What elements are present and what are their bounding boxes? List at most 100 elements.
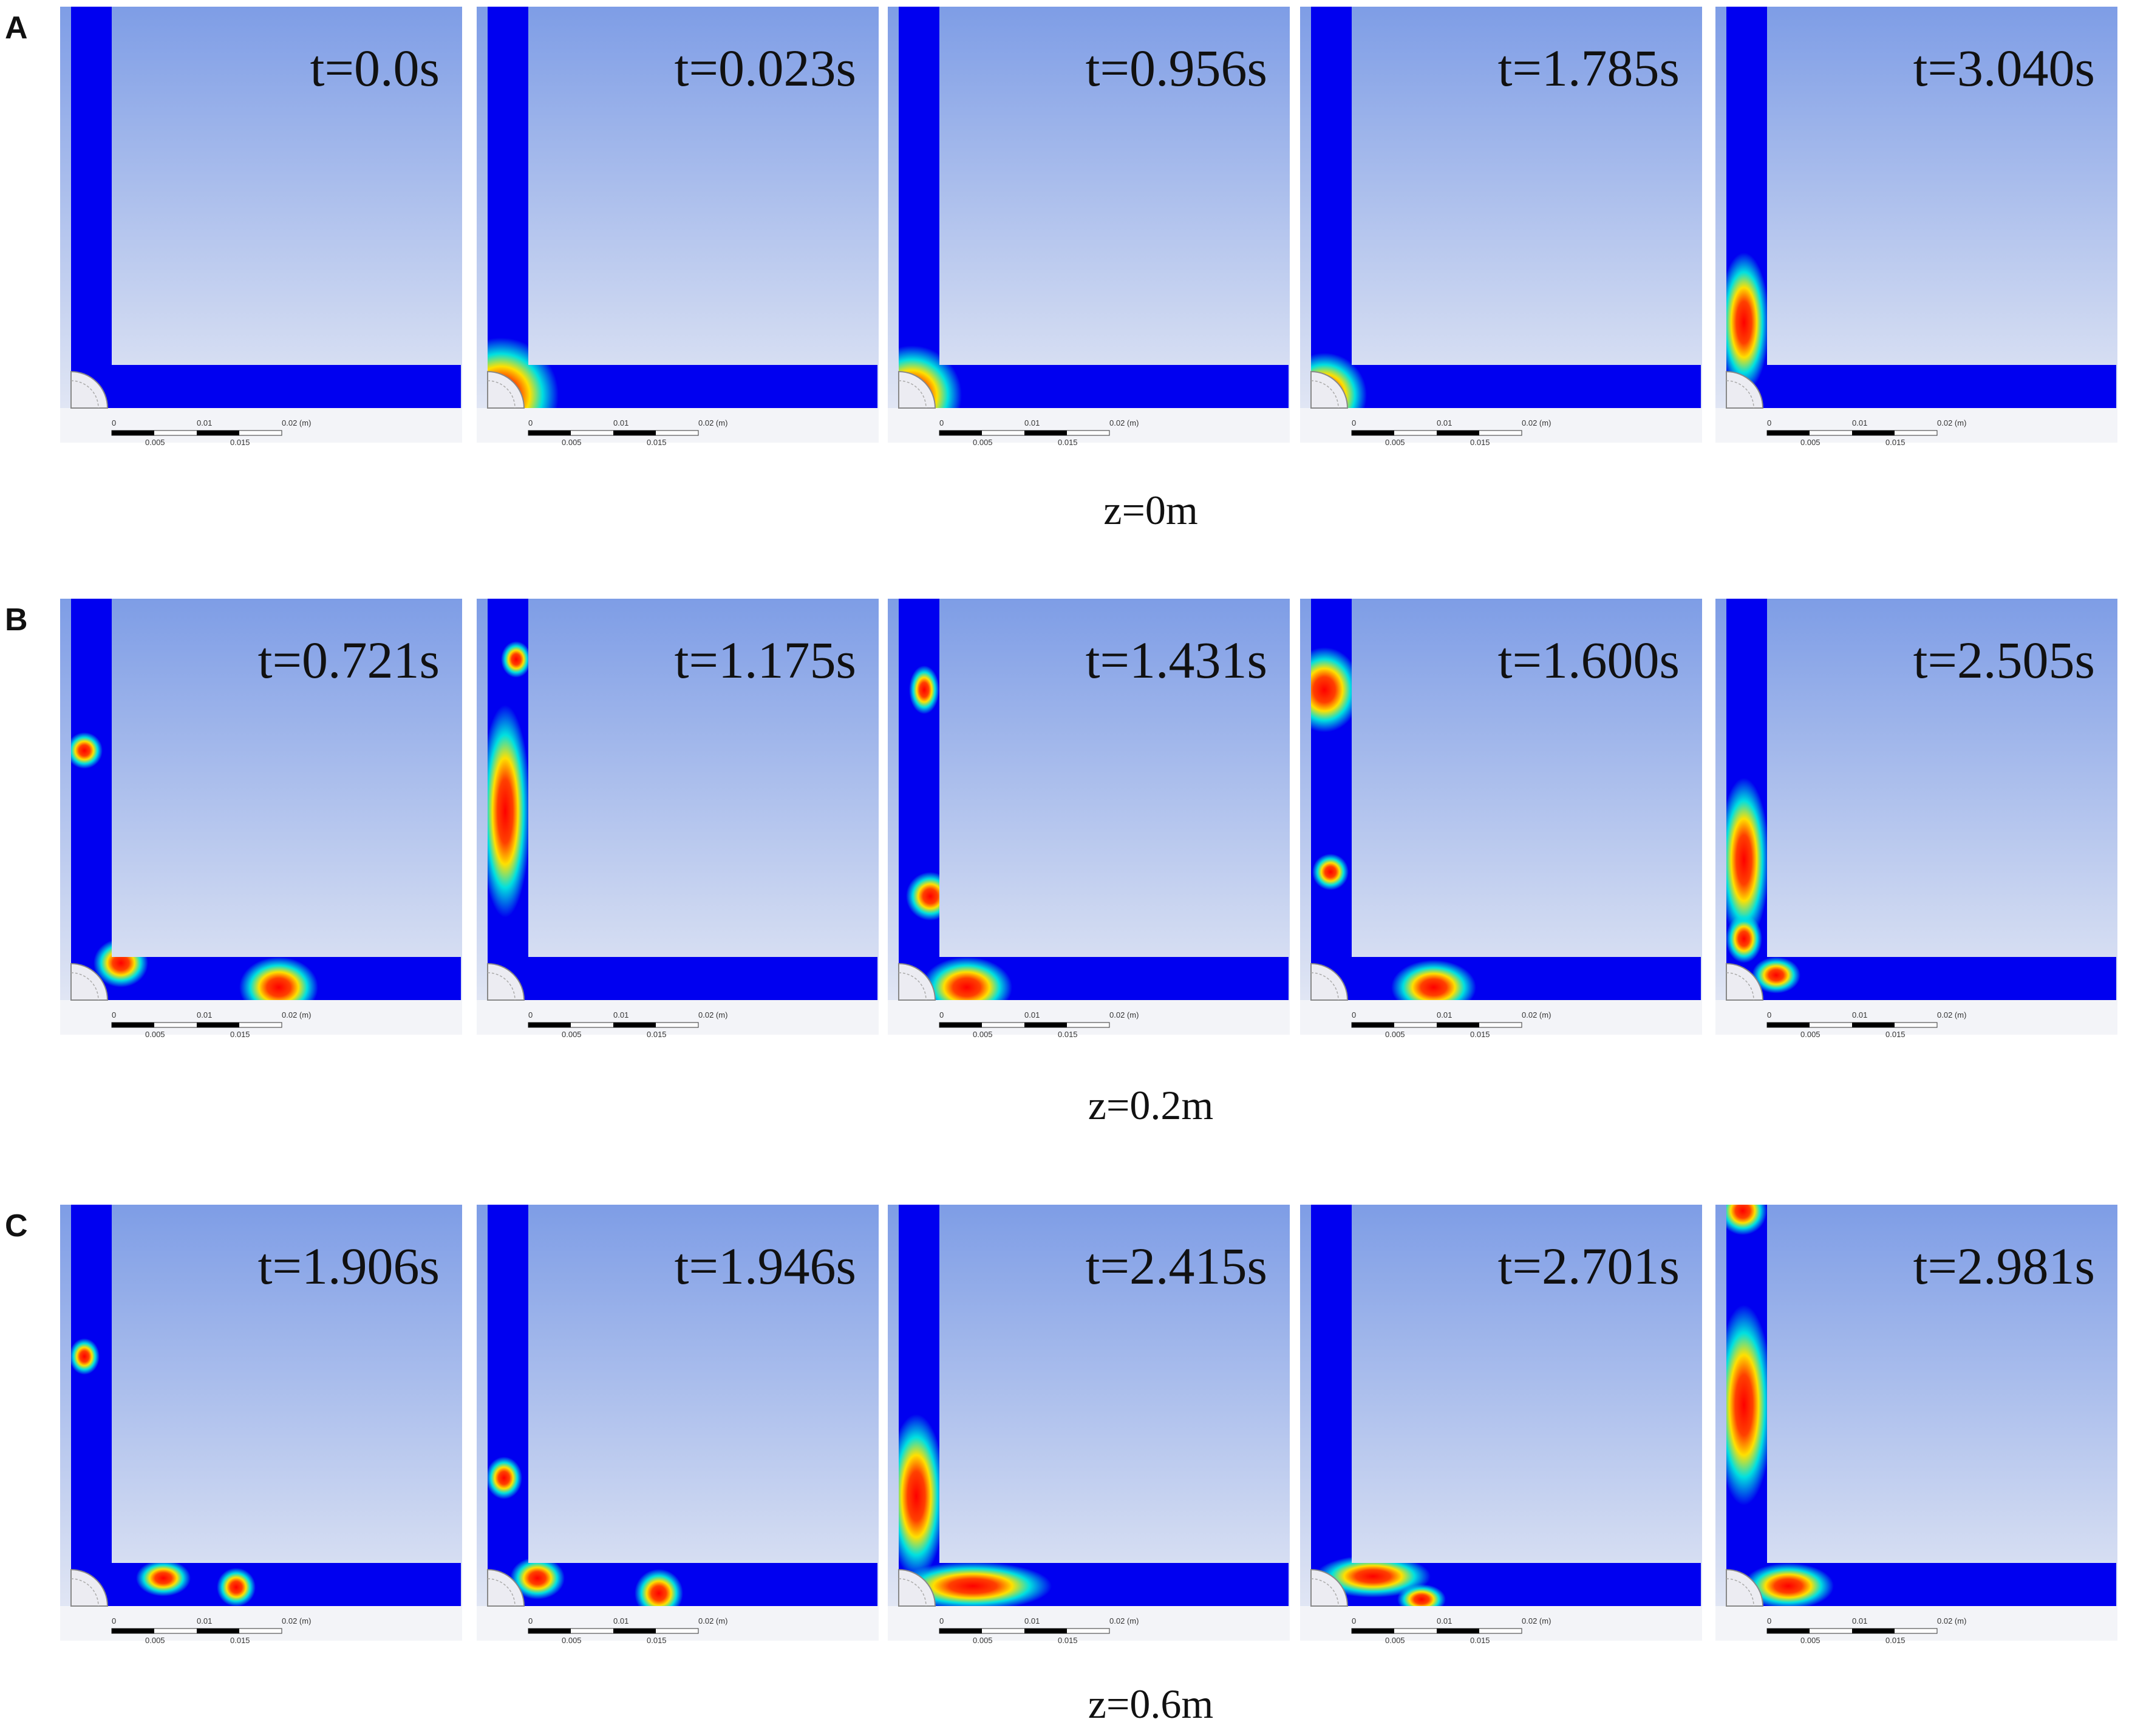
scale-sublabel: 0.015 — [1058, 1636, 1078, 1645]
scale-sublabel: 0.005 — [1385, 438, 1405, 447]
scale-label: 0.02 (m) — [282, 1010, 311, 1019]
time-label: t=0.0s — [310, 39, 440, 97]
time-label: t=2.505s — [1913, 631, 2095, 689]
scale-sublabel: 0.015 — [647, 1030, 667, 1039]
hot-spot — [1312, 854, 1349, 890]
scale-sublabel: 0.005 — [1800, 1030, 1820, 1039]
panel: t=2.981s 0 0.01 0.02 (m) 0.005 0.015 — [1715, 1205, 2117, 1645]
scale-label: 0 — [528, 1010, 533, 1019]
scale-sublabel: 0.005 — [973, 1636, 993, 1645]
panel: t=1.600s 0 0.01 0.02 (m) 0.005 0.015 — [1300, 599, 1702, 1039]
scale-label: 0.02 (m) — [1109, 1010, 1139, 1019]
panel-base — [1715, 1000, 2117, 1035]
panel: t=0.721s 0 0.01 0.02 (m) 0.005 0.015 — [60, 599, 462, 1039]
scale-sublabel: 0.015 — [1885, 1030, 1906, 1039]
panel: t=1.431s 0 0.01 0.02 (m) 0.005 0.015 — [888, 599, 1290, 1039]
time-label: t=1.600s — [1498, 631, 1680, 689]
scale-label: 0.01 — [1852, 1616, 1867, 1625]
scale-bar-segment — [528, 1629, 571, 1633]
time-label: t=0.023s — [675, 39, 856, 97]
row-label: A — [5, 10, 28, 46]
scale-label: 0 — [939, 1010, 944, 1019]
time-label: t=2.981s — [1913, 1237, 2095, 1295]
scale-label: 0.01 — [1852, 418, 1867, 427]
scale-label: 0 — [1352, 1010, 1356, 1019]
hot-spot — [501, 641, 531, 678]
row-label: B — [5, 602, 28, 638]
hot-spot — [239, 957, 318, 1000]
corner-cylinder — [1310, 1568, 1349, 1607]
scale-bar-segment — [1352, 1023, 1394, 1027]
corner-arc — [70, 1578, 99, 1607]
panel: t=1.906s 0 0.01 0.02 (m) 0.005 0.015 — [60, 1205, 462, 1645]
hot-spots — [1311, 647, 1476, 1000]
scale-sublabel: 0.015 — [230, 1636, 250, 1645]
fluid-domain — [71, 1205, 461, 1606]
scale-bar-segment — [1352, 1629, 1394, 1633]
hot-spot — [71, 732, 103, 769]
row-label: C — [5, 1208, 28, 1244]
scale-label: 0 — [939, 418, 944, 427]
scale-label: 0 — [112, 1616, 116, 1625]
scale-label: 0.02 (m) — [1937, 1616, 1966, 1625]
hot-spots — [1726, 253, 1769, 392]
panel: t=1.175s 0 0.01 0.02 (m) 0.005 0.015 — [477, 599, 879, 1039]
panel-base — [60, 1000, 462, 1035]
hot-spot — [488, 705, 531, 917]
scale-sublabel: 0.015 — [1470, 1636, 1490, 1645]
scale-sublabel: 0.005 — [973, 1030, 993, 1039]
scale-label: 0.01 — [1024, 1616, 1040, 1625]
scale-label: 0.01 — [1437, 418, 1452, 427]
scale-bar-segment — [528, 1023, 571, 1027]
scale-label: 0.01 — [197, 1616, 212, 1625]
scale-bar-segment — [613, 431, 656, 435]
corner-cylinder — [487, 962, 525, 1001]
corner-cylinder — [70, 370, 109, 409]
scale-bar-segment — [939, 1629, 982, 1633]
corner-cylinder — [898, 962, 936, 1001]
hot-spot — [1315, 1555, 1431, 1598]
corner-cylinder — [1726, 1568, 1764, 1607]
hot-spot — [635, 1569, 683, 1606]
panel-base — [477, 408, 879, 443]
hot-spot — [136, 1560, 191, 1596]
panel: t=0.023s 0 0.01 0.02 (m) 0.005 0.015 — [477, 7, 879, 447]
corner-cylinder — [1310, 370, 1349, 409]
scale-sublabel: 0.015 — [230, 1030, 250, 1039]
scale-sublabel: 0.005 — [1800, 1636, 1820, 1645]
corner-cylinder — [487, 370, 525, 409]
scale-sublabel: 0.005 — [1385, 1030, 1405, 1039]
scale-label: 0.02 (m) — [1937, 1010, 1966, 1019]
hot-spot — [899, 1414, 945, 1578]
scale-sublabel: 0.005 — [1385, 1636, 1405, 1645]
scale-label: 0 — [112, 1010, 116, 1019]
scale-label: 0.02 (m) — [282, 418, 311, 427]
fluid-domain — [1311, 599, 1701, 1000]
corner-arc — [487, 972, 516, 1001]
scale-label: 0.02 (m) — [1109, 1616, 1139, 1625]
scale-bar-segment — [1437, 431, 1479, 435]
scale-label: 0 — [1767, 1010, 1771, 1019]
scale-sublabel: 0.005 — [145, 1636, 165, 1645]
hot-spots — [488, 1457, 683, 1606]
panel-base — [477, 1000, 879, 1035]
scale-bar-segment — [939, 431, 982, 435]
scale-label: 0.02 (m) — [1522, 1010, 1551, 1019]
scale-label: 0.02 (m) — [698, 1616, 727, 1625]
scale-label: 0.01 — [1024, 418, 1040, 427]
fluid-domain — [1726, 1205, 2116, 1606]
scale-bar-segment — [197, 1629, 239, 1633]
scale-sublabel: 0.005 — [562, 1636, 582, 1645]
panel-base — [1300, 1606, 1702, 1641]
scale-bar-segment — [112, 431, 154, 435]
panel-base — [60, 408, 462, 443]
corner-arc — [898, 972, 927, 1001]
panel-base — [888, 408, 1290, 443]
time-label: t=1.431s — [1086, 631, 1267, 689]
scale-label: 0.01 — [197, 1010, 212, 1019]
time-label: t=1.946s — [675, 1237, 856, 1295]
time-label: t=3.040s — [1913, 39, 2095, 97]
corner-cylinder — [898, 370, 936, 409]
corner-cylinder — [487, 1568, 525, 1607]
